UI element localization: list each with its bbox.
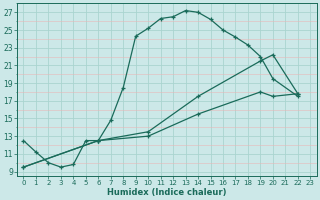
X-axis label: Humidex (Indice chaleur): Humidex (Indice chaleur) [107, 188, 227, 197]
